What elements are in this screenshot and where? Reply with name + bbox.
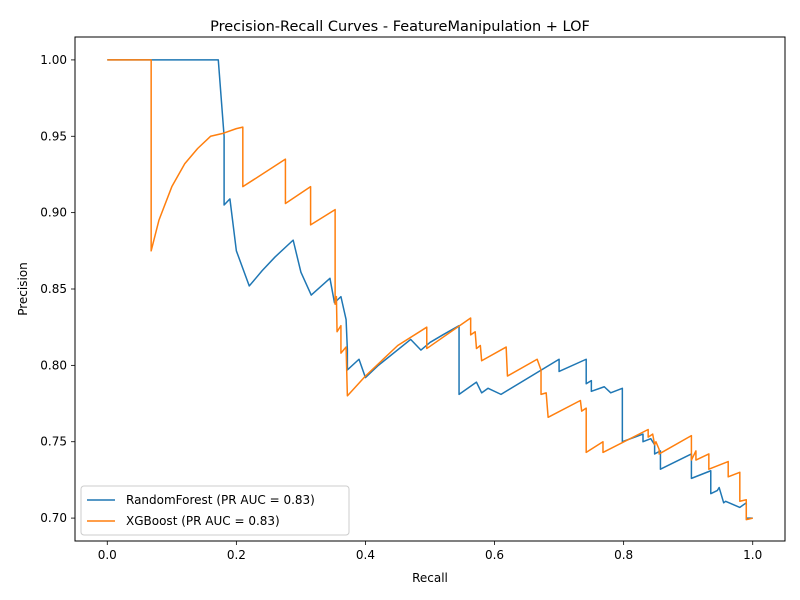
x-tick-label: 0.2 xyxy=(227,548,246,562)
series-line-0 xyxy=(107,59,753,519)
y-axis-title: Precision xyxy=(16,262,30,316)
x-tick-label: 0.0 xyxy=(98,548,117,562)
series-layer xyxy=(107,59,753,521)
y-tick-label: 0.85 xyxy=(40,282,67,296)
x-tick-label: 0.6 xyxy=(485,548,504,562)
y-tick-label: 0.95 xyxy=(40,129,67,143)
x-axis: 0.0 0.2 0.4 0.6 0.8 1.0 xyxy=(98,541,762,562)
legend-box xyxy=(80,485,350,536)
x-tick-label: 0.4 xyxy=(356,548,375,562)
x-tick-label: 1.0 xyxy=(743,548,762,562)
y-tick-label: 0.80 xyxy=(40,358,67,372)
x-tick-label: 0.8 xyxy=(614,548,633,562)
series-line-1 xyxy=(107,59,753,521)
y-axis: 0.70 0.75 0.80 0.85 0.90 0.95 1.00 xyxy=(40,53,75,525)
y-tick-label: 0.70 xyxy=(40,511,67,525)
legend-label-0: RandomForest (PR AUC = 0.83) xyxy=(126,493,315,507)
y-tick-label: 0.75 xyxy=(40,435,67,449)
x-axis-title: Recall xyxy=(412,571,448,585)
legend: RandomForest (PR AUC = 0.83) XGBoost (PR … xyxy=(80,485,350,536)
legend-label-1: XGBoost (PR AUC = 0.83) xyxy=(126,514,280,528)
y-tick-label: 0.90 xyxy=(40,206,67,220)
chart-title: Precision-Recall Curves - FeatureManipul… xyxy=(210,19,590,35)
y-tick-label: 1.00 xyxy=(40,53,67,67)
